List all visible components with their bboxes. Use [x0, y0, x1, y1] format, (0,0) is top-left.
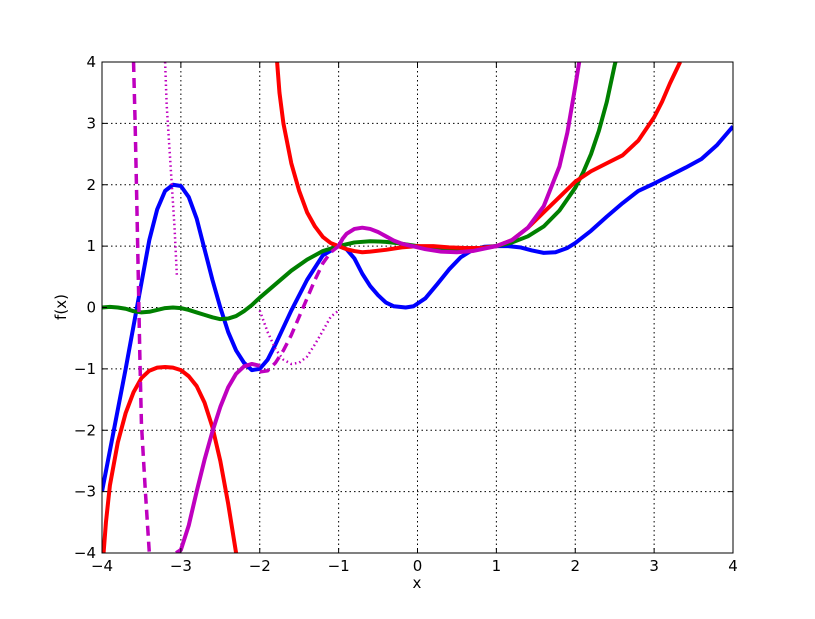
y-axis-label: f(x) [52, 294, 70, 320]
y-tick-label: −3 [74, 483, 96, 501]
x-tick-label: 0 [413, 557, 423, 575]
x-tick-label: 3 [649, 557, 659, 575]
x-tick-label: −2 [249, 557, 271, 575]
series-group [102, 62, 733, 553]
x-tick-label: −3 [170, 557, 192, 575]
ticks: −4 −3 −2 −1 0 1 2 3 4 −4 −3 −2 −1 0 1 2 3 4 [74, 53, 738, 575]
x-tick-label: −1 [328, 557, 350, 575]
x-tick-label: 2 [570, 557, 580, 575]
series-line-8-dashed [259, 244, 340, 374]
series-line-1-solid [102, 125, 733, 493]
y-tick-label: −2 [74, 421, 96, 439]
y-tick-label: −4 [74, 544, 96, 562]
series-line-3-solid [102, 365, 239, 553]
series-line-5-solid [175, 361, 261, 553]
grid [101, 61, 734, 554]
x-tick-label: −4 [91, 557, 113, 575]
x-tick-label: 4 [728, 557, 738, 575]
y-tick-label: 1 [86, 237, 96, 255]
y-tick-label: 3 [86, 114, 96, 132]
series-line-6-solid [336, 62, 582, 255]
series-line-7-dashed [131, 62, 152, 553]
x-axis-label: x [413, 574, 422, 592]
series-line-4-solid [275, 62, 682, 255]
series-line-9-dotted [163, 62, 179, 277]
series-line-2-solid [102, 62, 618, 322]
series-line-10-dotted [258, 309, 340, 366]
y-tick-label: 4 [86, 53, 96, 71]
x-tick-label: 1 [492, 557, 502, 575]
y-tick-label: 2 [86, 176, 96, 194]
y-tick-label: 0 [86, 299, 96, 317]
y-tick-label: −1 [74, 360, 96, 378]
